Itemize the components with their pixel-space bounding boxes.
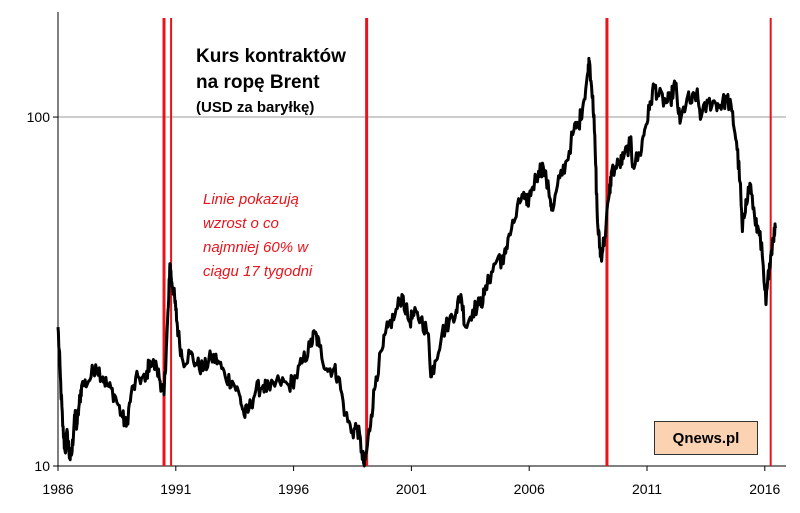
title-line-2: na ropę Brent bbox=[196, 72, 320, 93]
annotation-line-3: najmniej 60% w bbox=[203, 239, 309, 256]
x-tick-label-2006: 2006 bbox=[514, 481, 545, 497]
title-line-1: Kurs kontraktów bbox=[196, 46, 346, 67]
x-tick-label-1996: 1996 bbox=[278, 481, 309, 497]
chart-title: Kurs kontraktów na ropę Brent (USD za ba… bbox=[196, 46, 346, 116]
source-label: Qnews.pl bbox=[654, 421, 758, 455]
annotation-line-4: ciągu 17 tygodni bbox=[203, 263, 313, 280]
x-tick-label-2011: 2011 bbox=[632, 481, 662, 497]
axis-ticks: 1986 1991 1996 2001 2006 2011 2016 10 100 bbox=[27, 109, 781, 497]
y-tick-label-100: 100 bbox=[27, 109, 51, 125]
title-line-3: (USD za baryłkę) bbox=[196, 99, 314, 116]
annotation: Linie pokazują wzrost o co najmniej 60% … bbox=[203, 191, 313, 280]
x-tick-label-2016: 2016 bbox=[749, 481, 780, 497]
x-tick-label-2001: 2001 bbox=[396, 481, 427, 497]
x-tick-label-1991: 1991 bbox=[160, 481, 191, 497]
annotation-line-2: wzrost o co bbox=[203, 215, 279, 232]
series-line-brent bbox=[56, 56, 777, 468]
y-tick-label-10: 10 bbox=[34, 458, 50, 474]
x-tick-label-1986: 1986 bbox=[42, 481, 73, 497]
annotation-line-1: Linie pokazują bbox=[203, 191, 299, 208]
